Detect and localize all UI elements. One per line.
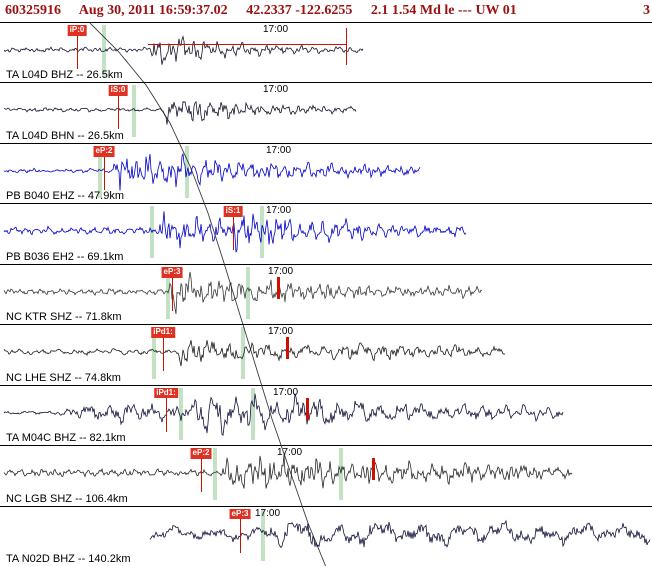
event-count: 3 — [643, 3, 650, 18]
phase-pick-flag[interactable]: iPd1: — [151, 327, 175, 338]
trace-row[interactable]: NC KTR SHZ -- 71.8km 17:00 eP:3 — [0, 264, 652, 326]
time-tick-label: 17:00 — [263, 24, 289, 35]
phase-pick-line[interactable] — [233, 216, 234, 251]
coda-mark[interactable] — [372, 458, 375, 481]
theoretical-arrival-marker — [339, 448, 343, 501]
amplitude-measure-end — [346, 28, 347, 65]
phase-pick-flag[interactable]: eP:3 — [161, 266, 183, 278]
phase-pick-flag[interactable]: eP:3 — [229, 508, 251, 520]
time-tick-label: 17:00 — [266, 205, 292, 217]
time-tick-label: 17:00 — [277, 447, 303, 459]
time-tick-label: 17:00 — [263, 84, 289, 96]
trace-row[interactable]: PB B036 EH2 -- 69.1km 17:00 iS:1 — [0, 204, 652, 265]
station-label: NC KTR SHZ -- 71.8km — [6, 311, 122, 324]
phase-pick-line[interactable] — [201, 458, 202, 493]
event-datetime: Aug 30, 2011 16:59:37.02 — [78, 3, 228, 18]
trace-row[interactable]: TA N02D BHZ -- 140.2km 17:00 eP:3 — [0, 506, 652, 566]
trace-row[interactable]: TA L04D BHN -- 26.5km 17:00 iS:0 — [0, 83, 652, 144]
phase-pick-line[interactable] — [104, 155, 105, 190]
phase-pick-line[interactable] — [118, 95, 119, 130]
station-label: NC LGB SHZ -- 106.4km — [6, 492, 128, 505]
phase-pick-flag[interactable]: eP:2 — [93, 145, 115, 157]
time-tick-label: 17:00 — [268, 326, 294, 338]
event-magnitude-info: 2.1 1.54 Md le --- UW 01 — [370, 3, 517, 18]
station-label: NC LHE SHZ -- 74.8km — [6, 371, 121, 384]
time-tick-label: 17:00 — [268, 265, 294, 277]
station-label: TA M04C BHZ -- 82.1km — [6, 432, 126, 445]
event-summary-bar: 60325916 Aug 30, 2011 16:59:37.02 42.233… — [0, 0, 652, 22]
trace-row[interactable]: NC LHE SHZ -- 74.8km 17:00 iPd1: — [0, 325, 652, 386]
coda-mark[interactable] — [306, 397, 309, 420]
trace-rows: TA L04D BHZ -- 26.5km 17:00 iP:0 TA L04D… — [0, 23, 652, 566]
phase-pick-line[interactable] — [240, 518, 241, 553]
trace-row[interactable]: NC LGB SHZ -- 106.4km 17:00 eP:2 — [0, 446, 652, 507]
phase-pick-flag[interactable]: iP:0 — [67, 25, 87, 36]
phase-pick-line[interactable] — [172, 276, 173, 311]
trace-row[interactable]: TA L04D BHZ -- 26.5km 17:00 iP:0 — [0, 23, 652, 84]
amplitude-measure-line — [148, 44, 346, 45]
coda-mark[interactable] — [286, 337, 289, 360]
time-tick-label: 17:00 — [255, 507, 281, 519]
event-id: 60325916 — [5, 3, 61, 18]
trace-row[interactable]: TA M04C BHZ -- 82.1km 17:00 iPd1: — [0, 385, 652, 447]
phase-pick-line[interactable] — [166, 397, 167, 432]
phase-pick-flag[interactable]: iS:1 — [223, 206, 243, 218]
phase-pick-line[interactable] — [163, 337, 164, 372]
station-label: PB B036 EH2 -- 69.1km — [6, 250, 124, 263]
station-label: PB B040 EHZ -- 47.9km — [6, 190, 124, 203]
station-label: TA L04D BHZ -- 26.5km — [6, 69, 123, 82]
station-label: TA L04D BHN -- 26.5km — [6, 129, 124, 142]
phase-pick-flag[interactable]: eP:2 — [190, 448, 212, 459]
trace-row[interactable]: PB B040 EHZ -- 47.9km 17:00 eP:2 — [0, 143, 652, 205]
waveform-panel: TA L04D BHZ -- 26.5km 17:00 iP:0 TA L04D… — [0, 22, 652, 566]
time-tick-label: 17:00 — [266, 144, 292, 156]
coda-mark[interactable] — [277, 276, 280, 299]
phase-pick-flag[interactable]: iPd1: — [154, 387, 178, 399]
phase-pick-flag[interactable]: iS:0 — [108, 85, 128, 97]
station-label: TA N02D BHZ -- 140.2km — [6, 552, 131, 565]
phase-pick-line[interactable] — [77, 35, 78, 69]
event-coordinates: 42.2337 -122.6255 — [246, 3, 353, 18]
time-tick-label: 17:00 — [273, 386, 299, 398]
